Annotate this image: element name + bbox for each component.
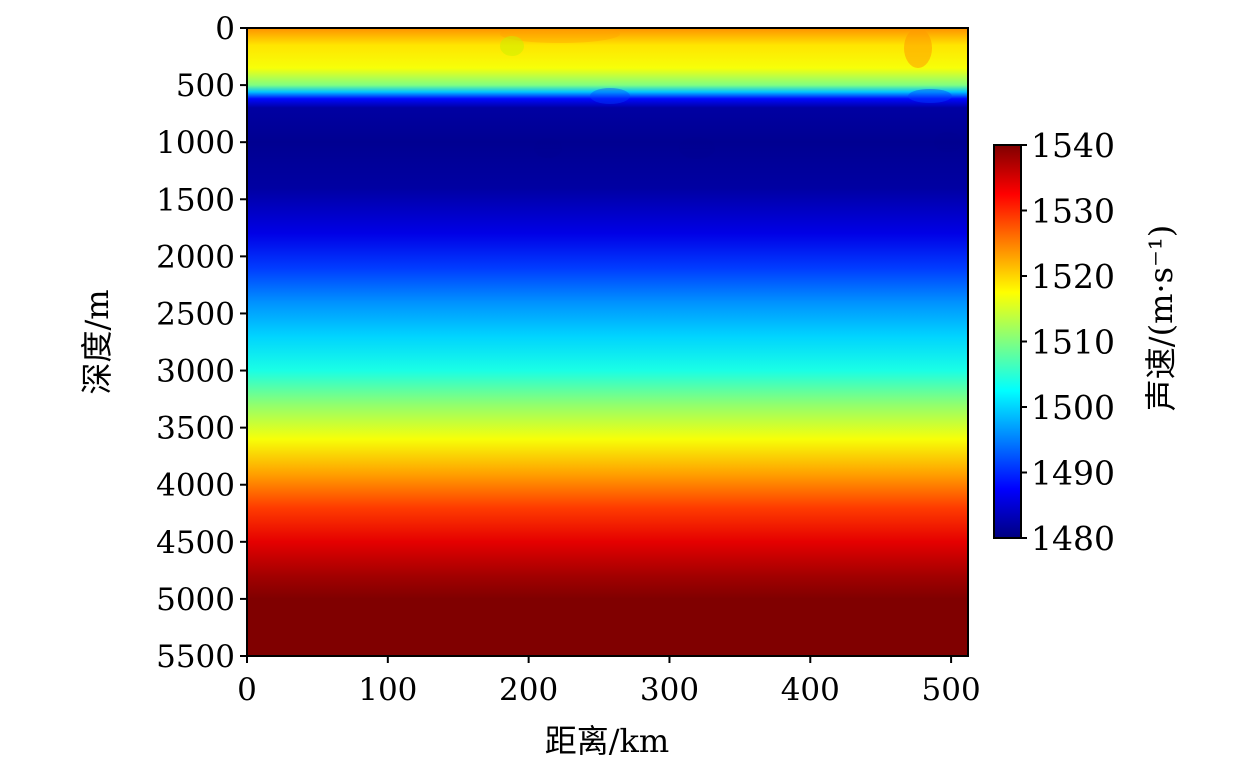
y-tick-label: 4000	[156, 468, 235, 504]
colorbar-tick-label: 1540	[1031, 126, 1115, 165]
y-tick-label: 3500	[156, 411, 235, 447]
colorbar-title: 声速/(m·s⁻¹)	[1142, 225, 1180, 411]
surface-variability	[500, 28, 962, 159]
colorbar-tick-label: 1530	[1031, 192, 1115, 231]
y-axis: 0 500 1000 1500 2000 2500 3000 3500 4000 4500 5000…	[156, 11, 247, 675]
colorbar-tick-label: 1510	[1031, 323, 1115, 362]
x-tick-label: 0	[237, 672, 257, 708]
surface-warm-patch	[500, 28, 620, 43]
colorbar-tick-label: 1480	[1031, 519, 1115, 558]
heatmap-area	[246, 27, 969, 657]
colorbar-axis: 1480 1490 1500 1510 1520 1530 1540	[1021, 126, 1115, 558]
surface-warm-patch	[904, 28, 932, 68]
y-tick-label: 3000	[156, 354, 235, 390]
y-tick-label: 0	[215, 11, 235, 47]
y-tick-label: 1500	[156, 182, 235, 218]
y-tick-label: 2500	[156, 296, 235, 332]
x-tick-label: 500	[922, 672, 981, 708]
y-tick-label: 1000	[156, 125, 235, 161]
colorbar-fill	[994, 145, 1021, 538]
core-min-patch	[934, 132, 962, 152]
heatmap-field	[247, 28, 968, 656]
x-tick-label: 100	[358, 672, 417, 708]
x-tick-label: 200	[499, 672, 558, 708]
thermocline-dip	[908, 89, 952, 103]
core-min-patch	[534, 138, 562, 158]
y-axis-title: 深度/m	[78, 289, 116, 394]
thermocline-dip	[590, 88, 630, 104]
y-tick-label: 4500	[156, 525, 235, 561]
y-tick-label: 5000	[156, 582, 235, 618]
x-tick-label: 400	[781, 672, 840, 708]
x-tick-label: 300	[640, 672, 699, 708]
x-axis: 0 100 200 300 400 500	[237, 656, 981, 708]
y-tick-label: 2000	[156, 239, 235, 275]
plot-frame	[246, 27, 969, 657]
x-axis-title: 距离/km	[545, 722, 670, 760]
surface-cool-patch	[500, 36, 524, 56]
y-tick-label: 5500	[156, 639, 235, 675]
colorbar-tick-label: 1520	[1031, 257, 1115, 296]
y-tick-label: 500	[176, 68, 235, 104]
colorbar: 1480 1490 1500 1510 1520 1530 1540 声速/(m·s⁻¹)	[993, 126, 1180, 558]
core-min-patch	[679, 137, 715, 159]
colorbar-tick-label: 1490	[1031, 454, 1115, 493]
colorbar-tick-label: 1500	[1031, 388, 1115, 427]
